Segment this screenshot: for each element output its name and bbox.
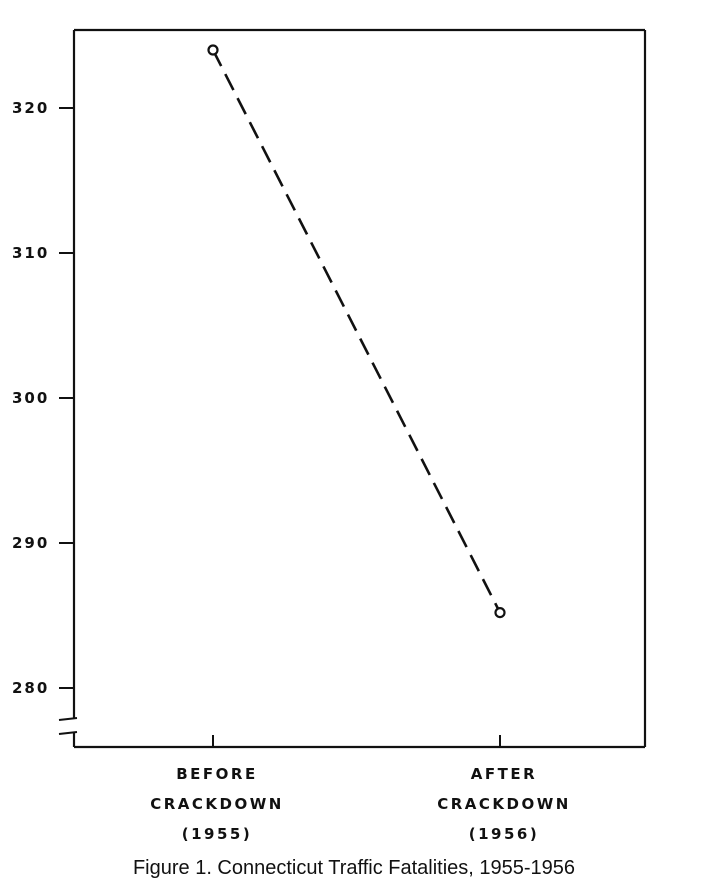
data-point bbox=[494, 606, 506, 619]
y-tick-label: 320 bbox=[12, 99, 49, 117]
x-category-label: (1956) bbox=[469, 825, 539, 843]
data-point bbox=[207, 44, 219, 56]
axis-break-mark bbox=[58, 731, 78, 735]
y-tick-label: 280 bbox=[12, 679, 49, 697]
plot-frame bbox=[74, 28, 647, 749]
x-category-label: (1955) bbox=[182, 825, 252, 843]
figure-caption: Figure 1. Connecticut Traffic Fatalities… bbox=[132, 857, 576, 879]
x-category-label: AFTER bbox=[471, 765, 537, 783]
axis-break-mark bbox=[58, 717, 78, 721]
x-axis: BEFORE CRACKDOWN (1955) AFTER CRACKDOWN (1956… bbox=[150, 735, 571, 843]
y-tick-label: 300 bbox=[12, 389, 49, 407]
y-tick-label: 310 bbox=[12, 244, 49, 262]
x-category-label: CRACKDOWN bbox=[437, 795, 571, 813]
series-line bbox=[211, 49, 502, 614]
y-axis: 280 290 300 310 320 bbox=[12, 30, 78, 747]
y-tick-label: 290 bbox=[12, 534, 49, 552]
x-category-label: CRACKDOWN bbox=[150, 795, 284, 813]
chart-svg: 280 290 300 310 320 BEFORE CRACKDOWN (1955) AFT… bbox=[12, 28, 647, 843]
x-category-label: BEFORE bbox=[176, 765, 257, 783]
data-series bbox=[207, 44, 506, 619]
